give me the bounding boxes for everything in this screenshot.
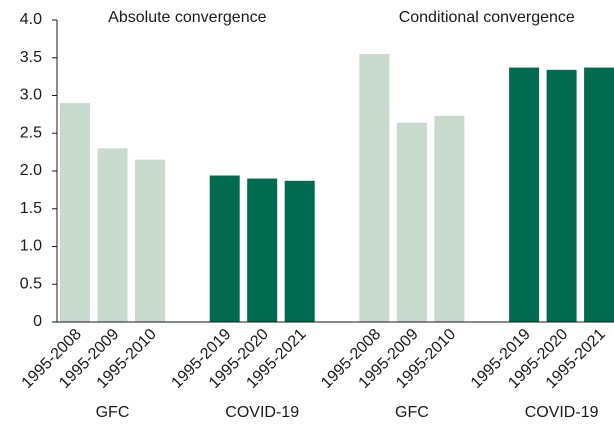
y-tick-label: 0.5 [20, 275, 42, 292]
bar [584, 67, 614, 322]
group-label: GFC [395, 404, 429, 421]
panel-title: Absolute convergence [108, 9, 266, 26]
bar [396, 122, 427, 323]
bar [247, 178, 278, 322]
y-tick-label: 1.5 [20, 200, 42, 217]
y-tick-label: 4.0 [20, 11, 42, 28]
bar [97, 148, 128, 322]
bar [135, 159, 165, 322]
y-tick-label: 2.0 [20, 162, 42, 179]
y-tick-label: 3.5 [20, 49, 42, 66]
bar [60, 103, 90, 322]
bar [359, 53, 390, 322]
y-tick-label: 0 [33, 313, 42, 330]
group-label: GFC [96, 404, 130, 421]
bar [434, 115, 465, 322]
y-tick-label: 2.5 [20, 124, 42, 141]
bar [209, 175, 240, 322]
bar [284, 180, 315, 322]
bar [546, 69, 577, 322]
y-tick-label: 3.0 [20, 87, 42, 104]
group-label: COVID-19 [525, 404, 599, 421]
panel-title: Conditional convergence [399, 9, 575, 26]
y-tick-label: 1.0 [20, 238, 42, 255]
group-label: COVID-19 [225, 404, 299, 421]
bar [509, 67, 540, 322]
